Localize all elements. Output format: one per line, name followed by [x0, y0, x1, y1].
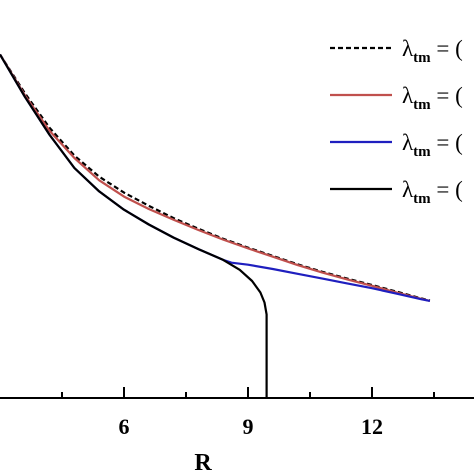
- curves-layer: [0, 53, 431, 398]
- series-line-3: [0, 53, 431, 302]
- x-tick-label-3: 12: [361, 414, 383, 439]
- series-line-1: [0, 53, 431, 302]
- x-tick-label-2: 9: [242, 414, 253, 439]
- legend-label-1: λtm = (: [402, 36, 463, 66]
- legend: λtm = ( λtm = ( λtm = ( λtm = (: [330, 36, 463, 207]
- legend-label-4: λtm = (: [402, 177, 463, 207]
- x-tick-label-1: 6: [118, 414, 129, 439]
- legend-label-3: λtm = (: [402, 130, 463, 160]
- x-axis-label: R: [194, 450, 212, 474]
- x-ticks: 6 9 12: [60, 387, 435, 439]
- series-line-2: [0, 53, 431, 302]
- legend-label-2: λtm = (: [402, 83, 463, 113]
- series-line-4: [0, 53, 268, 398]
